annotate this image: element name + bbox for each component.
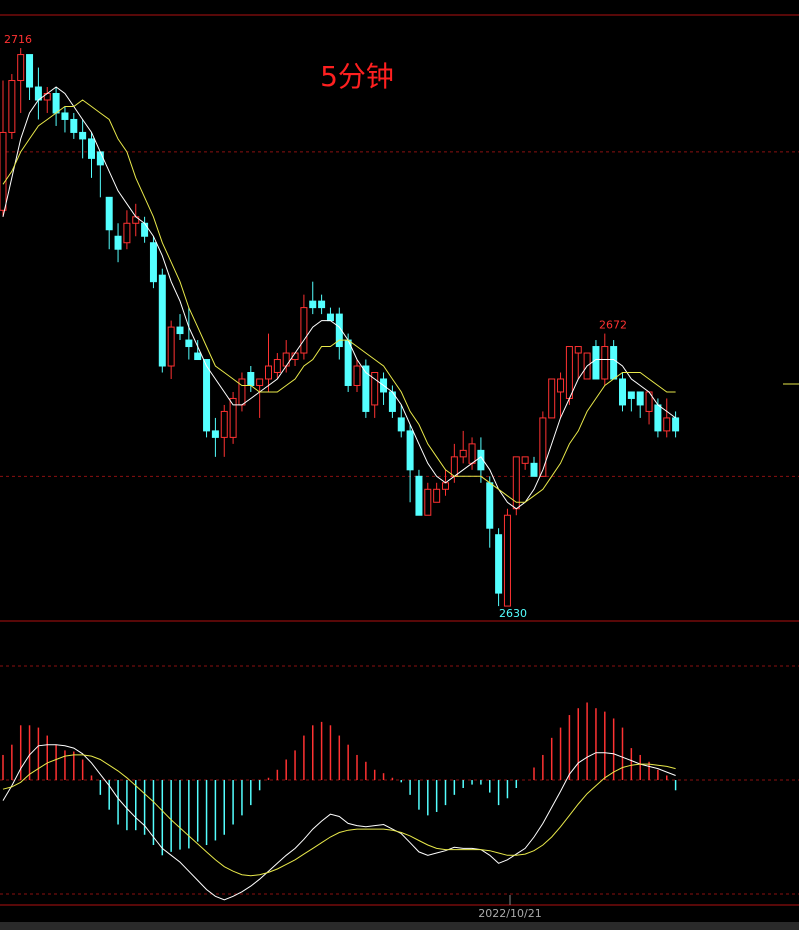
candle-body <box>167 326 175 367</box>
candle-body <box>8 80 16 133</box>
candle-body <box>344 339 352 386</box>
candle-body <box>273 359 281 374</box>
candle-body <box>0 131 7 211</box>
candle-body <box>61 112 69 120</box>
candle-body <box>194 352 202 361</box>
candle-body <box>627 391 635 399</box>
candle-body <box>335 313 343 348</box>
candle-body <box>468 443 476 464</box>
price-annotation: 2716 <box>4 33 32 46</box>
candle-body <box>477 449 485 471</box>
candle-body <box>486 482 494 529</box>
candle-body <box>52 93 60 114</box>
candle-body <box>442 482 449 490</box>
candle-body <box>326 313 334 322</box>
candle-body <box>530 462 538 477</box>
candle-body <box>503 514 511 607</box>
candle-body <box>610 346 618 380</box>
candle-body <box>79 131 87 140</box>
price-annotation: 2630 <box>499 607 527 620</box>
candle-body <box>353 365 361 386</box>
candle-body <box>26 54 34 88</box>
candle-body <box>574 346 582 354</box>
candle-body <box>415 475 423 516</box>
candle-body <box>141 222 149 237</box>
candle-body <box>114 235 122 250</box>
candle-body <box>318 300 326 309</box>
candle-body <box>176 326 184 335</box>
candle-body <box>371 372 379 406</box>
candle-body <box>123 222 131 244</box>
candle-body <box>211 430 219 438</box>
candle-body <box>309 300 317 309</box>
candle-body <box>300 307 308 354</box>
candle-body <box>362 365 370 412</box>
candle-body <box>450 456 458 477</box>
candle-body <box>601 346 609 380</box>
candle-body <box>247 372 255 386</box>
candle-body <box>406 430 414 471</box>
candle-body <box>105 196 113 231</box>
candle-body <box>663 417 671 432</box>
candle-body <box>636 391 644 406</box>
candle-body <box>158 274 166 367</box>
indicator-line <box>2 99 676 503</box>
candle-body <box>70 118 78 133</box>
candle-body <box>220 410 228 438</box>
candle-body <box>619 378 626 406</box>
candle-body <box>256 378 264 386</box>
candle-body <box>521 456 529 464</box>
candle-body <box>282 352 290 367</box>
candle-body <box>229 397 237 438</box>
candle-body <box>548 378 556 419</box>
indicator-line <box>2 744 676 901</box>
candle-body <box>495 534 503 594</box>
candle-body <box>88 138 95 159</box>
chart-title: 5分钟 <box>320 60 394 93</box>
candle-body <box>672 417 680 432</box>
indicator-line <box>2 754 676 877</box>
candle-body <box>203 359 211 432</box>
candle-body <box>654 404 662 432</box>
candle-body <box>592 346 600 380</box>
candle-body <box>539 417 547 477</box>
candle-body <box>565 346 573 399</box>
candle-body <box>238 378 246 406</box>
candle-body <box>265 365 272 380</box>
candle-body <box>17 54 25 82</box>
price-annotation: 2672 <box>599 319 627 332</box>
status-bar <box>0 922 799 930</box>
candle-body <box>96 151 104 166</box>
candle-body <box>424 488 432 516</box>
x-tick-label: 2022/10/21 <box>478 907 541 920</box>
candle-body <box>433 488 441 503</box>
candle-body <box>149 242 157 283</box>
candle-body <box>397 417 405 432</box>
candle-body <box>557 378 565 393</box>
indicator-line <box>2 86 676 510</box>
candle-body <box>185 339 193 348</box>
candle-body <box>459 449 467 458</box>
